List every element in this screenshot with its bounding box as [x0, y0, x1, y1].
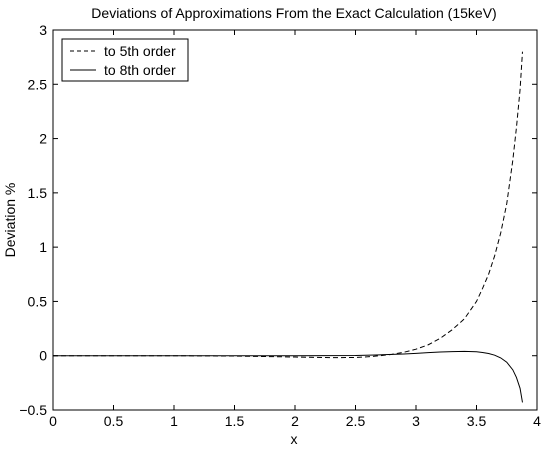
series-layer [53, 51, 523, 403]
x-tick-label: 2.5 [346, 413, 366, 429]
legend-box [61, 38, 189, 82]
y-tick-label: 1 [39, 239, 47, 255]
y-tick-label: 3 [39, 22, 47, 38]
y-axis-label: Deviation % [2, 183, 18, 258]
legend: to 5th order to 8th order [61, 38, 189, 82]
y-tick-label: 2 [39, 131, 47, 147]
y-tick-label: 2.5 [28, 76, 48, 92]
x-tick-label: 1.5 [225, 413, 245, 429]
y-tick-label: 0.5 [28, 293, 48, 309]
y-tick-label: 0 [39, 348, 47, 364]
legend-label-to-5th-order: to 5th order [104, 43, 176, 59]
x-tick-label: 0.5 [104, 413, 124, 429]
ticks-layer: 0 0.5 1 1.5 2 2.5 3 3.5 4−0.500.511.522.53 [19, 22, 541, 429]
x-tick-label: 1 [170, 413, 178, 429]
x-tick-label: 2 [291, 413, 299, 429]
x-tick-label: 3 [412, 413, 420, 429]
plot-frame [52, 29, 538, 411]
series-line-to-8th-order [53, 350, 523, 403]
y-tick-label: 1.5 [28, 185, 48, 201]
chart-title: Deviations of Approximations From the Ex… [91, 5, 496, 21]
x-tick-label: 3.5 [467, 413, 487, 429]
x-tick-label: 0 [49, 413, 57, 429]
series-line-to-5th-order [53, 51, 523, 359]
x-axis-label: x [291, 431, 298, 447]
x-tick-label: 4 [533, 413, 541, 429]
legend-label-to-8th-order: to 8th order [104, 62, 176, 78]
y-tick-label: −0.5 [19, 402, 47, 418]
